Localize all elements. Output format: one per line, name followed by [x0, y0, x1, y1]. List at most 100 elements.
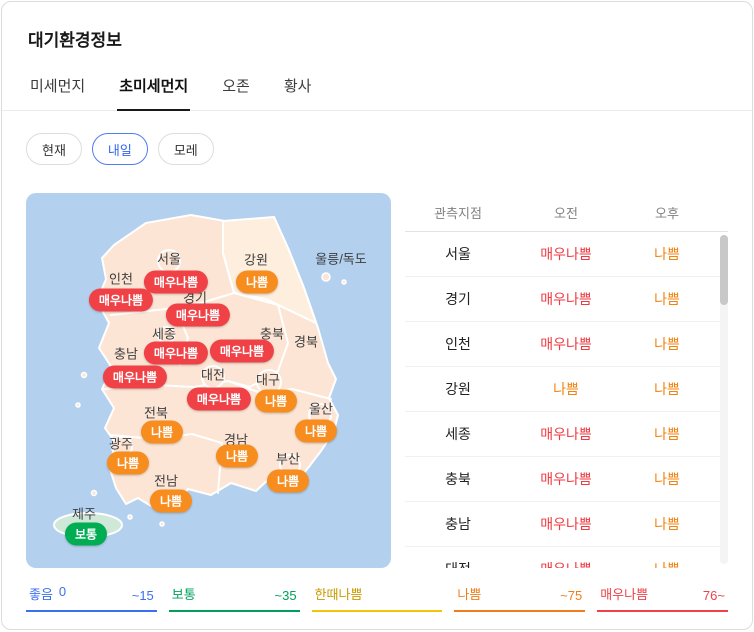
map-region-badge: 매우나쁨: [186, 387, 252, 411]
day-button-tomorrow[interactable]: 내일: [91, 133, 148, 165]
table-row: 강원 나쁨 나쁨: [405, 367, 728, 412]
table-pm-value: 나쁨: [621, 559, 713, 568]
map-region-badge: 매우나쁨: [102, 365, 168, 389]
table-region: 세종: [445, 426, 471, 442]
day-button-day-after[interactable]: 모레: [157, 133, 214, 165]
map-region-badge: 보통: [64, 522, 108, 546]
table-header-station: 관측지점: [434, 205, 482, 221]
legend-value: 76~: [702, 588, 725, 603]
map-region-label: 서울: [157, 251, 181, 267]
map-region-label: 울산: [309, 401, 333, 417]
legend-label: 한때나쁨: [314, 587, 363, 602]
table-am-value: 나쁨: [553, 381, 579, 397]
legend-value: ~35: [274, 588, 297, 603]
table-scrollbar[interactable]: [720, 235, 728, 564]
table-row: 세종 매우나쁨 나쁨: [405, 412, 728, 457]
main-content: 울릉/독도 서울 인천 경기 강원 세종 충북 충남 경북 대전 대구 전북 울…: [26, 193, 728, 568]
table-row: 경기 매우나쁨 나쁨: [405, 277, 728, 322]
map-region-label: 경기: [183, 290, 207, 306]
table-pm-value: 나쁨: [654, 336, 680, 352]
table-am-value: 매우나쁨: [540, 426, 592, 442]
map-region-label: 강원: [244, 252, 268, 268]
table-am-value: 매우나쁨: [540, 336, 592, 352]
tab-ozone[interactable]: 오존: [222, 78, 250, 95]
table-am-value: 매우나쁨: [540, 291, 592, 307]
legend-value: ~15: [131, 588, 154, 603]
map-region-badge: 매우나쁨: [209, 339, 275, 363]
table-row: 충북 매우나쁨 나쁨: [405, 457, 728, 502]
map-region-label: 경북: [294, 334, 318, 350]
table-am-value: 매우나쁨: [511, 559, 621, 568]
map-region-label: 충남: [114, 346, 138, 362]
table-region: 경기: [445, 291, 471, 307]
legend-item-good: 좋음 0 ~15: [26, 584, 157, 612]
table-pm-value: 나쁨: [654, 516, 680, 532]
legend-item-very-bad: 매우나쁨 76~: [597, 584, 728, 612]
table-region: 대전: [405, 559, 511, 568]
table-header-am: 오전: [554, 205, 578, 221]
map-region-badge: 나쁨: [235, 270, 279, 294]
map-region-label: 대구: [256, 372, 280, 388]
map-region-label: 전남: [154, 473, 178, 489]
scrollbar-thumb[interactable]: [720, 235, 728, 305]
legend-label: 좋음: [29, 587, 53, 602]
region-forecast-table: 관측지점 오전 오후 서울 매우나쁨 나쁨 경기 매우나쁨 나쁨 인천 매우나쁨…: [405, 193, 728, 568]
table-row: 인천 매우나쁨 나쁨: [405, 322, 728, 367]
map-region-badge: 매우나쁨: [143, 341, 209, 365]
pollutant-tabs: 미세먼지 초미세먼지 오존 황사: [2, 75, 752, 111]
legend-label: 보통: [171, 587, 196, 602]
table-region: 충남: [445, 516, 471, 532]
map-region-label: 부산: [276, 451, 300, 467]
map-region-label: 경남: [224, 432, 248, 448]
map-region-badge: 나쁨: [106, 451, 150, 475]
map-region-label: 광주: [109, 436, 133, 452]
table-region: 서울: [445, 246, 471, 262]
small-islands: [75, 272, 347, 527]
legend-value: ~75: [560, 588, 583, 603]
table-am-value: 매우나쁨: [540, 246, 592, 262]
table-header-pm: 오후: [655, 205, 679, 221]
legend-item-moderate: 보통 ~35: [168, 584, 300, 612]
map-region-badge: 매우나쁨: [165, 303, 231, 327]
table-region: 충북: [445, 471, 471, 487]
table-am-value: 매우나쁨: [540, 516, 592, 532]
tab-yellow-dust[interactable]: 황사: [283, 78, 312, 95]
day-selector: 현재 내일 모레: [26, 133, 728, 165]
table-header-row: 관측지점 오전 오후: [405, 193, 728, 232]
map-region-badge: 나쁨: [254, 389, 298, 413]
korea-map: 울릉/독도 서울 인천 경기 강원 세종 충북 충남 경북 대전 대구 전북 울…: [26, 193, 391, 568]
table-pm-value: 나쁨: [654, 381, 680, 397]
day-button-today[interactable]: 현재: [26, 133, 82, 165]
map-region-label: 대전: [201, 367, 225, 383]
map-label-ulleung-dokdo: 울릉/독도: [315, 251, 367, 267]
table-region: 강원: [445, 381, 471, 397]
legend-item-bad: 나쁨 ~75: [454, 584, 586, 612]
table-row: 대전 매우나쁨 나쁨: [405, 547, 728, 568]
tab-fine-dust[interactable]: 미세먼지: [30, 78, 86, 95]
table-region: 인천: [445, 336, 471, 352]
map-region-label: 인천: [109, 271, 133, 287]
map-region-badge: 매우나쁨: [143, 270, 209, 294]
table-row: 서울 매우나쁨 나쁨: [405, 232, 728, 277]
legend-item-sometimes-bad: 한때나쁨: [311, 584, 443, 612]
table-pm-value: 나쁨: [654, 291, 680, 307]
map-region-badge: 나쁨: [294, 419, 338, 443]
legend-label: 나쁨: [457, 587, 482, 602]
map-region-badge: 나쁨: [140, 420, 184, 444]
map-region-badge: 매우나쁨: [88, 288, 154, 312]
aqi-legend: 좋음 0 ~15 보통 ~35 한때나쁨 나쁨 ~75 매우나쁨 76~: [26, 584, 728, 612]
table-pm-value: 나쁨: [654, 426, 680, 442]
table-pm-value: 나쁨: [654, 471, 680, 487]
map-region-badge: 나쁨: [215, 444, 259, 468]
tab-ultrafine-dust[interactable]: 초미세먼지: [117, 75, 191, 111]
map-region-label: 전북: [144, 405, 168, 421]
map-region-label: 충북: [260, 326, 284, 342]
table-am-value: 매우나쁨: [540, 471, 592, 487]
table-pm-value: 나쁨: [654, 246, 680, 262]
legend-range-start: 0: [58, 584, 67, 599]
page-title: 대기환경정보: [28, 31, 122, 50]
map-region-badge: 나쁨: [266, 469, 310, 493]
map-region-label: 세종: [152, 326, 176, 342]
map-region-label: 제주: [72, 506, 96, 522]
